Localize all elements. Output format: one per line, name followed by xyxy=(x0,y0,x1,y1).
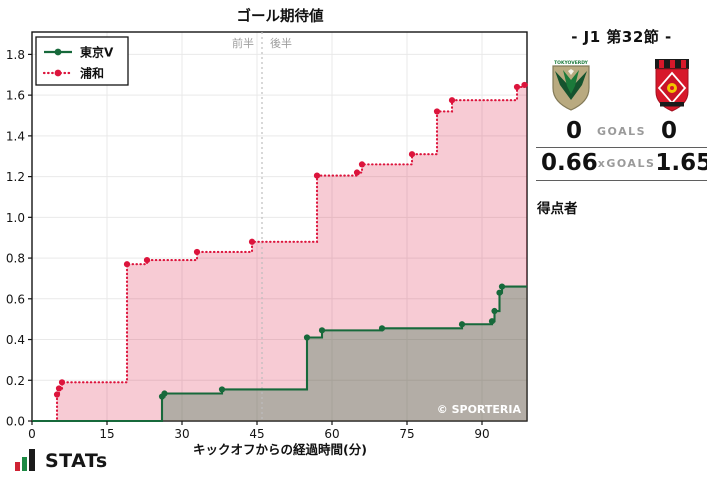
home-xgoals: 0.66 xyxy=(541,150,598,176)
away-goals: 0 xyxy=(660,118,677,144)
urawa-top-stripe xyxy=(659,60,664,68)
goals-row: 0 GOALS 0 xyxy=(536,117,707,148)
data-point-marker xyxy=(58,379,66,386)
sporteria-watermark: © SPORTERIA xyxy=(437,403,522,416)
data-point-marker xyxy=(318,327,326,334)
series-fill xyxy=(32,286,527,421)
data-point-marker xyxy=(161,390,168,397)
series-fill xyxy=(32,84,527,421)
xgoals-label: xGOALS xyxy=(597,156,656,170)
x-tick-label: 30 xyxy=(174,427,189,441)
urawa-banner xyxy=(660,102,684,107)
y-tick-label: 0.2 xyxy=(6,374,25,388)
data-point-marker xyxy=(303,334,311,341)
data-point-marker xyxy=(53,391,61,398)
xg-chart-svg: ゴール期待値 前半 後半 0 15 30 45 60 75 90 0.0 0.2 0.4 0.6 0.8 1… xyxy=(6,7,529,457)
data-point-marker xyxy=(488,318,496,325)
x-tick-label: 0 xyxy=(28,427,36,441)
data-point-marker xyxy=(313,172,321,179)
xg-chart: ゴール期待値 前半 後半 0 15 30 45 60 75 90 0.0 0.2 0.4 0.6 0.8 1… xyxy=(6,7,529,457)
data-point-marker xyxy=(218,386,226,393)
x-tick-label: 75 xyxy=(399,427,414,441)
bar-green xyxy=(22,457,27,471)
bar-red xyxy=(15,462,20,471)
second-half-label: 後半 xyxy=(270,36,292,50)
data-point-marker xyxy=(408,151,416,158)
verdy-eagle-heads xyxy=(568,69,574,75)
data-point-marker xyxy=(248,238,256,245)
urawa-top-stripe xyxy=(681,60,686,68)
data-point-marker xyxy=(143,257,151,264)
sporteria-stats-brand: STATs xyxy=(14,447,108,471)
y-tick-label: 0.4 xyxy=(6,333,25,347)
data-point-marker xyxy=(448,97,456,104)
legend-box xyxy=(35,36,129,86)
data-point-marker xyxy=(496,289,503,296)
tokyo-verdy-crest-icon: TOKYOVERDY xyxy=(552,60,590,111)
data-point-marker xyxy=(521,81,528,89)
y-tick-label: 1.4 xyxy=(6,129,25,143)
scorers-label: 得点者 xyxy=(537,201,578,217)
chart-dynamic: 前半 後半 0 15 30 45 60 75 90 0.0 0.2 0.4 0.6 0.8 1.0 1.2 1.… xyxy=(6,31,529,441)
x-tick-label: 90 xyxy=(474,427,489,441)
urawa-top-stripe xyxy=(670,60,675,68)
bar-chart-icon xyxy=(15,449,35,471)
brand-text: STATs xyxy=(45,450,108,472)
goals-label: GOALS xyxy=(596,124,647,138)
y-tick-label: 1.0 xyxy=(6,211,25,225)
y-tick-label: 0.8 xyxy=(6,252,25,266)
legend-marker-sample xyxy=(54,48,62,56)
urawa-flower-center xyxy=(670,86,674,90)
away-xgoals: 1.65 xyxy=(655,150,707,176)
chart-legend: 東京V 浦和 xyxy=(35,36,129,86)
data-point-marker xyxy=(55,385,63,392)
verdy-eagle-wings xyxy=(555,71,587,100)
home-goals: 0 xyxy=(566,118,583,144)
series-line xyxy=(30,83,529,423)
chart-title: ゴール期待値 xyxy=(237,7,324,25)
xgoals-row: 0.66 xGOALS 1.65 xyxy=(536,148,707,181)
bar-black xyxy=(29,449,35,471)
data-point-marker xyxy=(353,169,361,176)
x-tick-label: 45 xyxy=(249,427,264,441)
verdy-crest-text: TOKYOVERDY xyxy=(554,60,589,66)
verdy-eagle-body xyxy=(563,70,579,94)
y-tick-label: 0.0 xyxy=(6,415,25,429)
match-round-title: - J1 第32節 - xyxy=(571,28,672,46)
y-tick-label: 0.6 xyxy=(6,292,25,306)
data-point-marker xyxy=(491,307,498,315)
y-tick-label: 1.8 xyxy=(6,48,25,62)
x-tick-label: 60 xyxy=(324,427,339,441)
legend-label: 東京V xyxy=(80,45,114,60)
urawa-reds-crest-icon xyxy=(655,59,689,112)
data-point-marker xyxy=(123,261,131,268)
first-half-label: 前半 xyxy=(232,36,254,50)
team-crests-row: TOKYOVERDY xyxy=(536,57,707,113)
data-point-marker xyxy=(378,325,386,332)
x-axis-label: キックオフからの経過時間(分) xyxy=(193,442,367,457)
data-point-marker xyxy=(513,83,521,91)
y-tick-label: 1.2 xyxy=(6,170,25,184)
y-tick-label: 1.6 xyxy=(6,89,25,103)
data-point-marker xyxy=(193,248,201,256)
legend-marker-sample xyxy=(54,69,62,77)
match-info-panel: - J1 第32節 - TOKYOVERDY 0 GOALS 0 0.66 xG… xyxy=(536,0,707,479)
data-point-marker xyxy=(433,108,441,115)
legend-label: 浦和 xyxy=(80,66,104,81)
plot-border xyxy=(31,31,528,422)
x-tick-label: 15 xyxy=(99,427,114,441)
data-point-marker xyxy=(458,321,466,328)
data-point-marker xyxy=(358,161,366,168)
data-point-marker xyxy=(498,283,506,290)
